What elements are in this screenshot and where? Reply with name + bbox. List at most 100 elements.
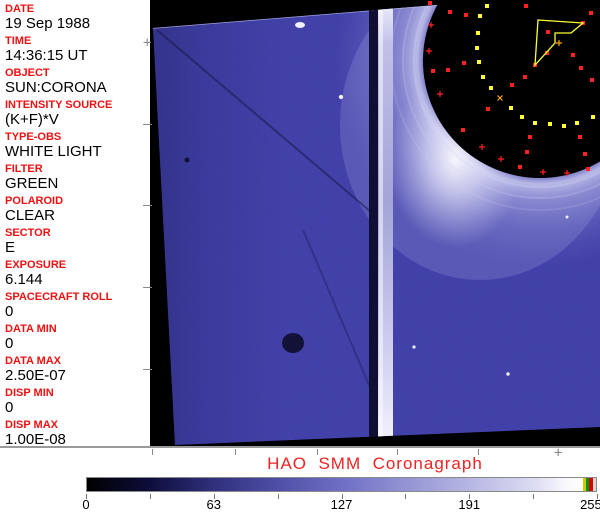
axis-tick: [235, 449, 236, 455]
axis-tick: [143, 205, 152, 206]
fiducial-marker-plus: [564, 170, 570, 176]
metadata-field: OBJECT SUN:CORONA: [5, 67, 150, 96]
fiducial-marker-sq: [464, 13, 468, 17]
coronagraph-image-canvas[interactable]: [150, 0, 600, 447]
fiducial-marker-sq: [510, 83, 514, 87]
field-label: DISP MAX: [5, 419, 58, 431]
fiducial-marker-sq: [477, 60, 481, 64]
fiducial-marker-sq: [546, 30, 550, 34]
fiducial-marker-sq: [590, 78, 594, 82]
fiducial-marker-sq: [448, 10, 452, 14]
feature-outline-polygon: [534, 19, 585, 67]
metadata-field: DATE 19 Sep 1988: [5, 3, 150, 32]
fiducial-marker-sq: [548, 122, 552, 126]
fiducial-marker-sq: [476, 31, 480, 35]
colorbar-tick: [277, 494, 279, 499]
fiducial-marker-sq: [475, 46, 479, 50]
fiducial-marker-sq: [509, 106, 513, 110]
fiducial-marker-sq: [446, 68, 450, 72]
fiducial-marker-sq: [591, 115, 595, 119]
field-label: SECTOR: [5, 227, 51, 239]
field-value: 0: [5, 303, 14, 320]
colorbar-tick-label: 0: [82, 497, 90, 512]
colorbar-tick: [341, 494, 343, 499]
fiducial-marker-plus: [498, 156, 504, 162]
fiducial-marker-sq: [571, 53, 575, 57]
fiducial-marker-sq: [523, 75, 527, 79]
fiducial-marker-sq: [524, 4, 528, 8]
field-label: DATA MAX: [5, 355, 62, 367]
fiducial-marker-sq: [428, 1, 432, 5]
axis-tick: +: [143, 35, 152, 51]
metadata-field: SECTOR E: [5, 227, 150, 256]
axis-tick: [478, 449, 479, 455]
fiducial-marker-sq: [586, 167, 590, 171]
field-label: TIME: [5, 35, 32, 47]
field-value: SUN:CORONA: [5, 79, 107, 96]
fiducial-marker-sq: [431, 69, 435, 73]
fiducial-marker-sq: [461, 128, 465, 132]
fiducial-marker-sq: [485, 4, 489, 8]
section-divider: [0, 446, 600, 448]
fiducial-marker-sq: [489, 86, 493, 90]
field-value: 0: [5, 335, 14, 352]
metadata-sidebar: DATE 19 Sep 1988 TIME 14:36:15 UT OBJECT SUN:…: [0, 0, 150, 448]
colorbar-tick: [149, 494, 151, 499]
colorbar-tick-label: 255: [580, 497, 600, 512]
axis-tick: [143, 124, 152, 125]
fiducial-marker-plus: [426, 48, 432, 54]
field-value: 2.50E-07: [5, 367, 66, 384]
field-label: SPACECRAFT ROLL: [5, 291, 113, 303]
fiducial-marker-sq: [481, 75, 485, 79]
axis-tick: [143, 369, 152, 370]
axis-tick: [143, 287, 152, 288]
field-value: CLEAR: [5, 207, 56, 224]
fiducial-marker-plus: [556, 40, 562, 46]
metadata-field: DATA MAX 2.50E-07: [5, 355, 150, 384]
fiducial-marker-plus: [437, 91, 443, 97]
metadata-field: DISP MAX 1.00E-08: [5, 419, 150, 448]
field-label: DISP MIN: [5, 387, 54, 399]
axis-tick: [397, 449, 398, 455]
fiducial-marker-plus: [540, 169, 546, 175]
field-value: 19 Sep 1988: [5, 15, 91, 32]
field-label: OBJECT: [5, 67, 50, 79]
fiducial-marker-sq: [533, 121, 537, 125]
field-label: INTENSITY SOURCE: [5, 99, 113, 111]
fiducial-marker-sq: [562, 124, 566, 128]
fiducial-marker-plus: [479, 144, 485, 150]
fiducial-marker-sq: [520, 115, 524, 119]
fiducial-marker-sq: [575, 121, 579, 125]
colorbar-tick: [86, 494, 87, 499]
field-label: POLAROID: [5, 195, 64, 207]
coronagraph-image: [150, 0, 600, 447]
metadata-field: TIME 14:36:15 UT: [5, 35, 150, 64]
metadata-field: FILTER GREEN: [5, 163, 150, 192]
field-label: TYPE-OBS: [5, 131, 62, 143]
caption-title: HAO SMM Coronagraph: [267, 454, 483, 473]
colorbar-tick: [213, 494, 215, 499]
metadata-field: POLAROID CLEAR: [5, 195, 150, 224]
colorbar-tick: [469, 494, 471, 499]
field-label: DATA MIN: [5, 323, 57, 335]
colorbar-tick: [533, 494, 535, 499]
metadata-field: DATA MIN 0: [5, 323, 150, 352]
field-value: E: [5, 239, 16, 256]
intensity-colorbar: [86, 477, 597, 492]
fiducial-marker-sq: [528, 135, 532, 139]
colorbar-tick: [405, 494, 407, 499]
metadata-field: TYPE-OBS WHITE LIGHT: [5, 131, 150, 160]
axis-tick: [317, 449, 318, 455]
field-value: WHITE LIGHT: [5, 143, 102, 160]
axis-tick: +: [554, 445, 563, 461]
field-value: 6.144: [5, 271, 43, 288]
field-label: FILTER: [5, 163, 43, 175]
field-value: 0: [5, 399, 14, 416]
axis-tick: [152, 449, 153, 455]
field-label: DATE: [5, 3, 35, 15]
metadata-field: INTENSITY SOURCE (K+F)*V: [5, 99, 150, 128]
metadata-field: DISP MIN 0: [5, 387, 150, 416]
fiducial-marker-sq: [583, 152, 587, 156]
field-value: GREEN: [5, 175, 59, 192]
